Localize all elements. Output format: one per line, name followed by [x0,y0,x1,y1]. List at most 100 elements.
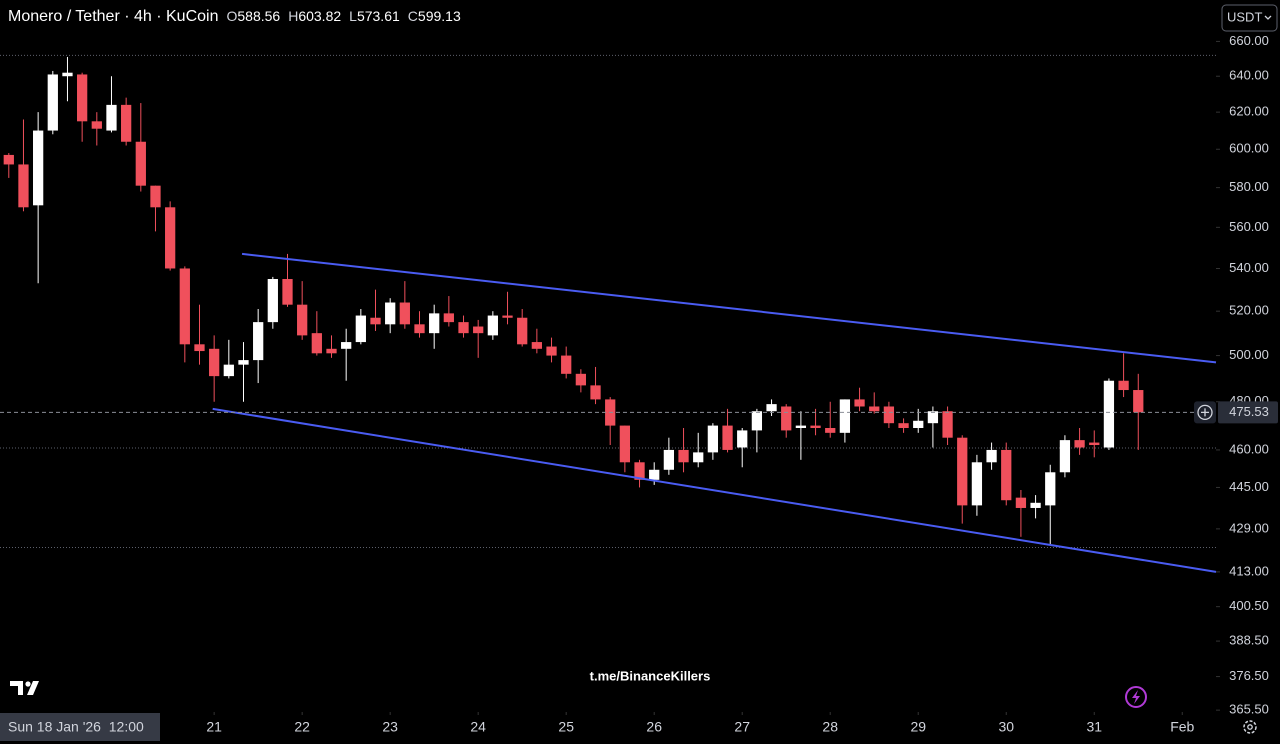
candle-body [561,355,572,374]
candle-body [429,313,440,334]
candle-body [165,207,176,269]
candle-body [634,462,645,480]
candle-body [1001,449,1012,501]
candle-body [1133,390,1144,413]
ohlc-label: L [349,8,357,24]
y-tick-label: 560.00 [1229,219,1269,234]
candle-body [1045,472,1056,506]
y-tick-label: 429.00 [1229,520,1269,535]
candle-body [517,317,528,345]
candle-body [77,74,88,122]
candle-body [839,399,851,433]
candle-body [707,425,719,453]
candle-body [722,425,733,450]
candle-body [619,425,631,463]
candle-body [971,462,983,506]
x-tick-label: 22 [294,719,310,735]
candle-body [341,342,352,349]
candle-body [913,420,924,428]
ohlc-value: 599.13 [418,8,461,24]
ohlc-value: 573.61 [357,8,400,24]
currency-button-frame [1221,4,1278,32]
candle-body [253,322,264,361]
lightning-icon[interactable] [1125,686,1147,708]
y-tick-label: 540.00 [1229,260,1269,275]
x-tick-label: 23 [382,719,398,735]
candle-body [297,304,308,336]
candle-body [737,430,748,448]
x-tick-label: 29 [910,719,926,735]
candle-body [282,279,293,305]
candle-body [414,324,425,334]
y-tick-label: 620.00 [1229,104,1269,119]
y-tick-label: 640.00 [1229,68,1269,83]
candle-body [1074,440,1085,448]
trendline [212,407,1217,573]
cursor-time-box [0,713,160,741]
y-tick-label: 580.00 [1229,179,1269,194]
candles-layer [3,56,1144,545]
candle-body [1015,497,1027,508]
y-tick-label: 500.00 [1229,347,1269,362]
candle-body [209,348,220,377]
y-tick-label: 365.50 [1229,702,1269,717]
candle-body [458,322,469,334]
candle-body [1059,440,1071,473]
candle-body [663,449,675,470]
candle-body [370,317,381,325]
candle-body [18,164,29,208]
overlay-layer: Monero / Tether · 4h · KuCoin O588.56 H603… [0,4,1278,741]
candle-body [883,406,895,424]
candle-body [957,437,968,506]
candle-body [942,411,953,438]
candle-body [986,449,997,463]
current-price-label: 475.53 [1229,404,1269,419]
x-tick-label: 21 [206,719,222,735]
ohlc-label: H [288,8,298,24]
candle-body [502,315,513,318]
y-tick-label: 388.50 [1229,633,1269,648]
candle-body [238,360,249,365]
candle-body [898,423,909,428]
candle-body [678,449,689,463]
candle-body [1030,502,1041,508]
ohlc-label: C [408,8,418,24]
candle-body [751,411,763,431]
candle-body [590,385,601,400]
y-tick-label: 400.50 [1229,598,1269,613]
candle-body [150,185,161,208]
candle-body [3,154,14,165]
tv-logo [10,681,39,695]
x-tick-label: 24 [470,719,486,735]
candle-body [106,104,117,131]
settings-icon[interactable] [1243,720,1257,734]
candle-body [179,268,190,345]
y-tick-label: 445.00 [1229,479,1269,494]
y-tick-label: 413.00 [1229,563,1269,578]
grid-layer [0,40,1220,715]
candle-body [355,315,366,343]
x-tick-label: 27 [734,719,750,735]
candle-body [810,425,821,428]
candle-body [487,315,498,336]
x-tick-label: 26 [646,719,662,735]
candle-body [267,279,278,323]
candle-body [223,364,234,377]
y-tick-label: 600.00 [1229,141,1269,156]
candle-body [194,344,205,352]
ohlc-label: O [226,8,237,24]
candle-body [693,452,704,463]
add-alert-plus [1201,408,1209,417]
chart-header: Monero / Tether · 4h · KuCoin O588.56 H603… [8,8,461,26]
watermark: t.me/BinanceKillers [590,668,711,683]
y-tick-label: 520.00 [1229,303,1269,318]
currency-button[interactable]: USDT [1227,9,1262,24]
cursor-time-label: Sun 18 Jan '26 12:00 [8,719,144,735]
candle-body [869,406,880,412]
ohlc-value: 588.56 [237,8,280,24]
add-alert-button[interactable] [1197,404,1213,421]
candle-body [927,411,939,424]
candle-body [399,302,410,325]
